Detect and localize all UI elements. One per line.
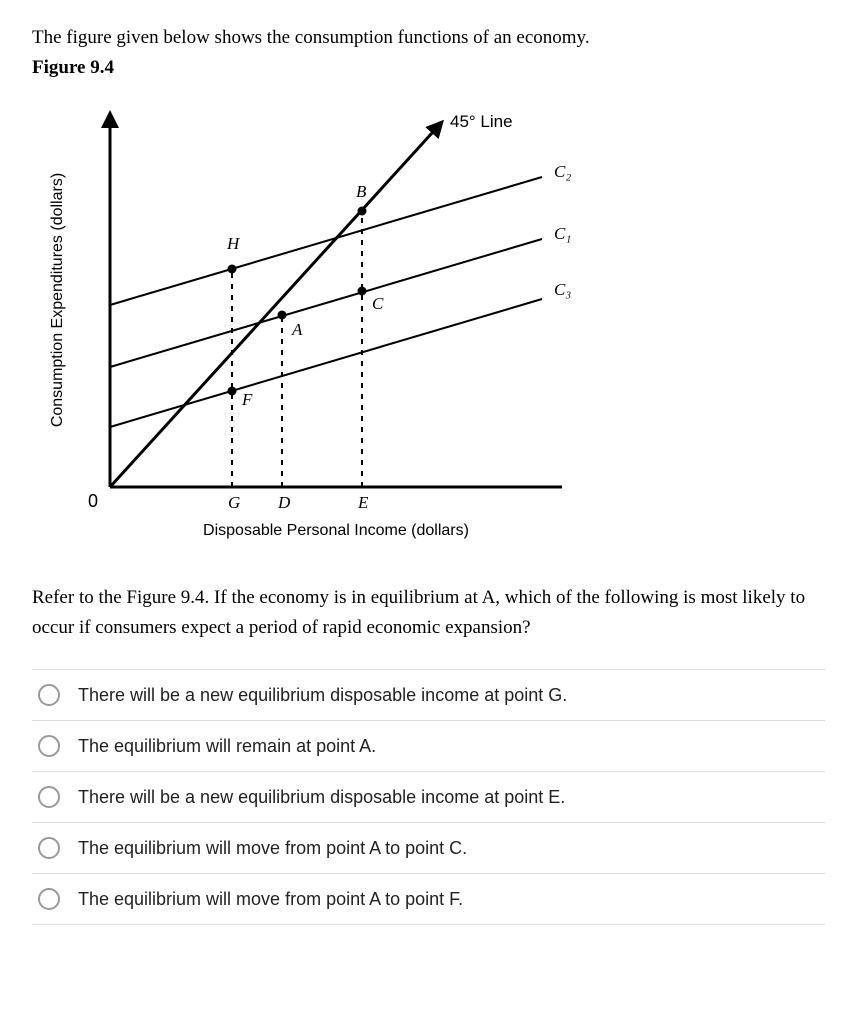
svg-text:A: A xyxy=(291,320,303,339)
svg-text:C₁: C₁ xyxy=(554,224,571,243)
svg-text:C: C xyxy=(372,294,384,313)
answer-option-1[interactable]: The equilibrium will remain at point A. xyxy=(32,721,825,772)
answer-option-0[interactable]: There will be a new equilibrium disposab… xyxy=(32,670,825,721)
svg-text:0: 0 xyxy=(88,491,98,511)
chart-svg: 0 45° Line C₂ C₁ C₃ G D E H F A B C Disposable Person… xyxy=(32,87,602,547)
svg-text:F: F xyxy=(241,390,253,409)
svg-text:H: H xyxy=(226,234,241,253)
svg-text:G: G xyxy=(228,493,240,512)
answer-option-2[interactable]: There will be a new equilibrium disposab… xyxy=(32,772,825,823)
svg-text:B: B xyxy=(356,182,367,201)
option-label: There will be a new equilibrium disposab… xyxy=(78,685,567,706)
option-label: There will be a new equilibrium disposab… xyxy=(78,787,565,808)
radio-icon[interactable] xyxy=(38,735,60,757)
radio-icon[interactable] xyxy=(38,786,60,808)
radio-icon[interactable] xyxy=(38,888,60,910)
answer-options: There will be a new equilibrium disposab… xyxy=(32,669,825,925)
option-label: The equilibrium will move from point A t… xyxy=(78,838,467,859)
radio-icon[interactable] xyxy=(38,684,60,706)
answer-option-3[interactable]: The equilibrium will move from point A t… xyxy=(32,823,825,874)
consumption-chart: 0 45° Line C₂ C₁ C₃ G D E H F A B C Disposable Person… xyxy=(32,87,825,547)
answer-option-4[interactable]: The equilibrium will move from point A t… xyxy=(32,874,825,925)
svg-text:D: D xyxy=(277,493,291,512)
intro-text: The figure given below shows the consump… xyxy=(32,24,825,53)
svg-text:E: E xyxy=(357,493,369,512)
radio-icon[interactable] xyxy=(38,837,60,859)
question-text: Refer to the Figure 9.4. If the economy … xyxy=(32,583,825,644)
svg-text:Disposable Personal Income (do: Disposable Personal Income (dollars) xyxy=(203,522,469,539)
option-label: The equilibrium will move from point A t… xyxy=(78,889,463,910)
option-label: The equilibrium will remain at point A. xyxy=(78,736,376,757)
svg-text:45° Line: 45° Line xyxy=(450,112,513,131)
svg-text:Consumption Expenditures (doll: Consumption Expenditures (dollars) xyxy=(49,172,66,426)
figure-label: Figure 9.4 xyxy=(32,57,825,79)
svg-text:C₂: C₂ xyxy=(554,162,571,181)
svg-text:C₃: C₃ xyxy=(554,280,571,299)
